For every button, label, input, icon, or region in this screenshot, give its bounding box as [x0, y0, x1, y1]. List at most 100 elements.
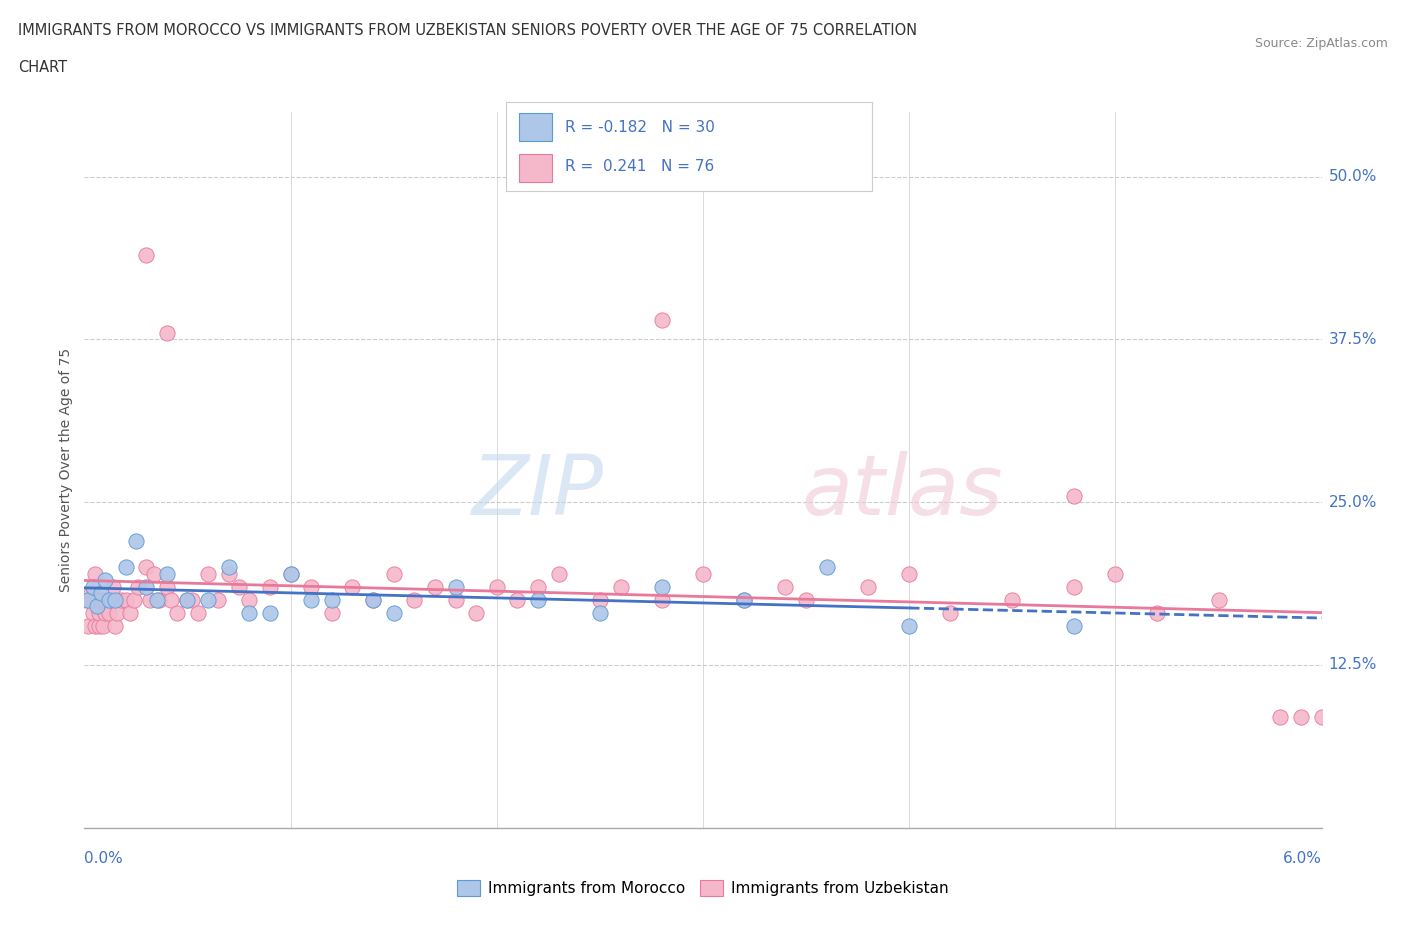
Point	[1104, 566, 1126, 581]
Point	[127, 579, 149, 594]
Point	[125, 534, 148, 549]
Point	[77, 618, 100, 633]
Text: R =  0.241   N = 76: R = 0.241 N = 76	[565, 159, 714, 174]
Point	[114, 592, 136, 607]
Point	[94, 573, 117, 588]
Legend: Immigrants from Morocco, Immigrants from Uzbekistan: Immigrants from Morocco, Immigrants from…	[451, 874, 955, 902]
Point	[1146, 605, 1168, 620]
Point	[651, 312, 673, 327]
Point	[100, 592, 122, 607]
Point	[139, 592, 162, 607]
Point	[485, 579, 508, 594]
Point	[83, 618, 105, 633]
Point	[1310, 710, 1333, 724]
Point	[259, 579, 281, 594]
Point	[94, 592, 117, 607]
Point	[1289, 710, 1312, 724]
Point	[692, 566, 714, 581]
Point	[86, 599, 108, 614]
Point	[280, 566, 302, 581]
Point	[218, 566, 240, 581]
Point	[90, 592, 112, 607]
Point	[939, 605, 962, 620]
Point	[898, 566, 921, 581]
Point	[527, 592, 550, 607]
Point	[104, 618, 127, 633]
Point	[148, 592, 170, 607]
Y-axis label: Seniors Poverty Over the Age of 75: Seniors Poverty Over the Age of 75	[59, 348, 73, 591]
Point	[444, 579, 467, 594]
Point	[465, 605, 488, 620]
Point	[94, 605, 117, 620]
Point	[733, 592, 755, 607]
Point	[87, 605, 110, 620]
Point	[118, 605, 141, 620]
Point	[321, 592, 343, 607]
Point	[110, 592, 132, 607]
Point	[733, 592, 755, 607]
Point	[815, 560, 838, 575]
Point	[176, 592, 198, 607]
Point	[135, 579, 157, 594]
Point	[135, 247, 157, 262]
Point	[160, 592, 183, 607]
Point	[197, 592, 219, 607]
Point	[82, 605, 104, 620]
Text: 0.0%: 0.0%	[84, 851, 124, 866]
Point	[207, 592, 229, 607]
Text: 25.0%: 25.0%	[1329, 495, 1376, 510]
Point	[321, 605, 343, 620]
Text: ZIP: ZIP	[472, 451, 605, 532]
Point	[145, 592, 167, 607]
Point	[280, 566, 302, 581]
Point	[98, 605, 121, 620]
Point	[382, 566, 405, 581]
Point	[156, 579, 179, 594]
Point	[1270, 710, 1292, 724]
Point	[135, 560, 157, 575]
Point	[299, 579, 322, 594]
Point	[527, 579, 550, 594]
Point	[122, 592, 145, 607]
Point	[86, 592, 108, 607]
Point	[589, 592, 612, 607]
Point	[423, 579, 446, 594]
Text: atlas: atlas	[801, 451, 1004, 532]
Point	[775, 579, 797, 594]
Point	[79, 586, 101, 601]
Point	[299, 592, 322, 607]
Point	[180, 592, 202, 607]
Point	[238, 592, 260, 607]
Point	[82, 592, 104, 607]
Point	[506, 592, 529, 607]
Point	[651, 579, 673, 594]
Point	[589, 605, 612, 620]
Point	[609, 579, 631, 594]
Point	[114, 560, 136, 575]
Bar	[519, 113, 551, 141]
Point	[898, 618, 921, 633]
Point	[404, 592, 426, 607]
Point	[361, 592, 384, 607]
Text: 6.0%: 6.0%	[1282, 851, 1322, 866]
Text: R = -0.182   N = 30: R = -0.182 N = 30	[565, 120, 714, 135]
Point	[794, 592, 817, 607]
Text: Source: ZipAtlas.com: Source: ZipAtlas.com	[1254, 37, 1388, 50]
Point	[1001, 592, 1024, 607]
Text: 37.5%: 37.5%	[1329, 332, 1376, 347]
Point	[105, 605, 128, 620]
Point	[1208, 592, 1230, 607]
Bar	[519, 153, 551, 182]
Point	[259, 605, 281, 620]
Point	[197, 566, 219, 581]
Point	[77, 592, 100, 607]
Point	[1063, 488, 1085, 503]
Point	[547, 566, 569, 581]
Point	[856, 579, 879, 594]
Point	[91, 618, 114, 633]
Point	[166, 605, 188, 620]
Point	[1063, 579, 1085, 594]
Text: IMMIGRANTS FROM MOROCCO VS IMMIGRANTS FROM UZBEKISTAN SENIORS POVERTY OVER THE A: IMMIGRANTS FROM MOROCCO VS IMMIGRANTS FR…	[18, 23, 917, 38]
Point	[187, 605, 209, 620]
Point	[90, 586, 112, 601]
